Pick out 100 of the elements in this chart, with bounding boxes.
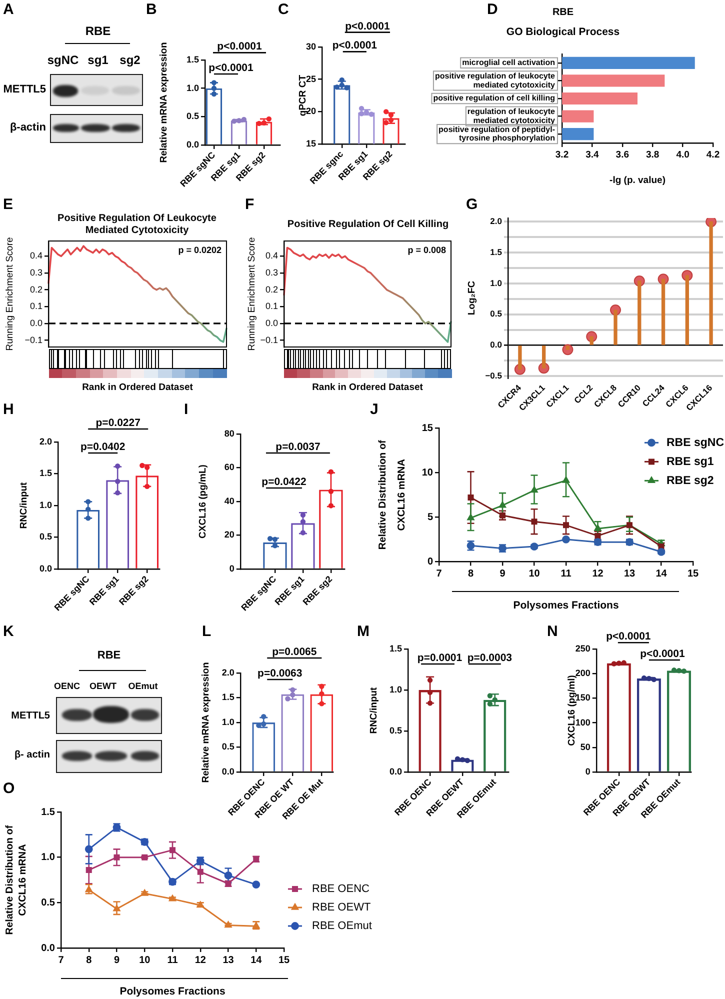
y-tick-label: regulation of leukocyte mediated cytotoxicity <box>467 107 556 125</box>
text: A <box>3 1 14 18</box>
chart-title: Positive Regulation Of Cell Killing <box>286 219 450 231</box>
point <box>530 486 538 493</box>
y-axis-title: Relative Distribution of CXCL16 mRNA <box>4 824 28 935</box>
y-tick-label: positive regulation of peptidyl- tyrosine phosphorylation <box>438 124 556 143</box>
y-tick-label: 0.0 <box>30 318 42 328</box>
y-tick-label: 150 <box>575 692 590 703</box>
x-tick-label: 9 <box>500 568 506 580</box>
y-tick-label: 1.5 <box>186 54 199 64</box>
bar <box>542 346 546 368</box>
chart-title: Positive Regulation Of Leukocyte Mediated Cytotoxicity <box>56 213 218 237</box>
bar <box>614 310 618 345</box>
x-tick-label: 7 <box>436 568 442 580</box>
x-tick-label: 13 <box>624 568 636 580</box>
bar <box>661 278 666 345</box>
legend-label: RBE OENC <box>312 883 370 896</box>
x-tick-label: 12 <box>592 568 604 580</box>
x-tick-label: 15 <box>687 568 699 580</box>
text: O <box>3 780 15 797</box>
y-tick-label: 0.1 <box>265 301 278 312</box>
y-tick-label: 0.2 <box>30 284 42 294</box>
text: M <box>357 623 370 640</box>
y-axis-title: Relative mRNA expression <box>158 42 170 163</box>
point <box>562 476 570 483</box>
text: p=0.0227 <box>96 417 141 429</box>
point <box>531 518 538 525</box>
x-tick-label: 14 <box>250 954 262 966</box>
y-tick-label: −0.5 <box>485 370 502 380</box>
annotation: p<0.0001 <box>332 40 378 52</box>
y-tick-label: 1.0 <box>186 82 199 93</box>
y-axis-title: Log₂FC <box>466 280 478 316</box>
y-tick-label: 1.0 <box>389 684 402 694</box>
text: β- actin <box>14 749 50 761</box>
point <box>467 514 474 520</box>
bar <box>518 346 522 370</box>
x-tick-label: 8 <box>468 568 474 580</box>
x-tick-label: 13 <box>222 954 234 966</box>
y-tick-label: 0.4 <box>265 250 278 261</box>
annotation: p=0.0037 <box>276 441 320 453</box>
point <box>84 845 93 854</box>
point <box>86 867 92 874</box>
x-tick-label: 10 <box>528 568 540 580</box>
x-tick-label: 15 <box>278 954 290 966</box>
text: β-actin <box>10 122 46 134</box>
annotation: p=0.0063 <box>258 668 302 680</box>
y-tick-label: 5 <box>427 512 434 523</box>
annotation: p<0.0001 <box>208 62 254 74</box>
y-tick-label: −0.1 <box>24 334 42 345</box>
y-tick-label: 0.3 <box>30 267 42 278</box>
x-tick-label: 4.2 <box>706 149 720 160</box>
text: p=0.0065 <box>272 646 317 658</box>
annotation: p=0.0001 <box>417 652 462 664</box>
x-tick-label: 11 <box>560 568 572 580</box>
bar <box>685 275 689 345</box>
annotation: p=0.0003 <box>467 652 512 664</box>
y-axis-title: RNC/input <box>368 686 380 734</box>
y-axis-title: RNC/input <box>18 481 30 529</box>
point <box>468 494 474 501</box>
text: L <box>202 623 212 640</box>
x-axis-title: Polysomes Fractions <box>513 600 619 612</box>
y-tick-label: 2.0 <box>490 216 502 226</box>
bar <box>638 280 642 345</box>
annotation: p = 0.0202 <box>178 244 222 255</box>
y-tick-label: 0.0 <box>222 766 234 776</box>
y-tick-label: 2.0 <box>222 667 234 678</box>
text: p<0.0001 <box>606 630 651 643</box>
x-axis-title: Rank in Ordered Dataset <box>312 382 424 393</box>
text: RBE <box>85 24 111 39</box>
point <box>113 904 120 912</box>
point <box>594 524 602 531</box>
y-tick-label: 0.1 <box>30 301 42 312</box>
point <box>498 502 506 508</box>
y-tick-label: 1.5 <box>39 468 52 478</box>
y-tick-label: 2.0 <box>39 436 52 446</box>
point <box>224 872 232 880</box>
legend-label: RBE sg1 <box>666 456 714 468</box>
y-axis-title: Running Enrichment Score <box>4 237 16 351</box>
y-tick-label: 0.5 <box>389 725 402 736</box>
y-tick-label: 0.0 <box>389 766 402 776</box>
text: C <box>278 1 289 18</box>
bar <box>319 490 343 568</box>
y-tick-label: 0.0 <box>490 340 502 350</box>
y-tick-label: 25 <box>306 74 316 84</box>
x-tick-label: 10 <box>139 954 151 966</box>
y-tick-label: 0.5 <box>490 308 502 319</box>
y-tick-label: 200 <box>575 668 590 678</box>
y-tick-label: 10 <box>422 467 434 478</box>
y-axis-title: Running Enrichment Score <box>246 237 258 351</box>
text: RBE <box>97 650 121 662</box>
text: J <box>370 401 378 418</box>
text: p<0.0001 <box>345 20 390 32</box>
annotation: p<0.0001 <box>640 648 685 660</box>
text: OENC <box>54 680 80 692</box>
chart-title: RBE <box>552 7 574 18</box>
y-axis-title: Relative Distribution of CXCL16 mRNA <box>377 439 408 550</box>
x-tick-label: 4.0 <box>676 149 690 160</box>
y-tick-label: 1.0 <box>222 716 234 727</box>
text: H <box>3 401 14 418</box>
point <box>169 847 176 854</box>
